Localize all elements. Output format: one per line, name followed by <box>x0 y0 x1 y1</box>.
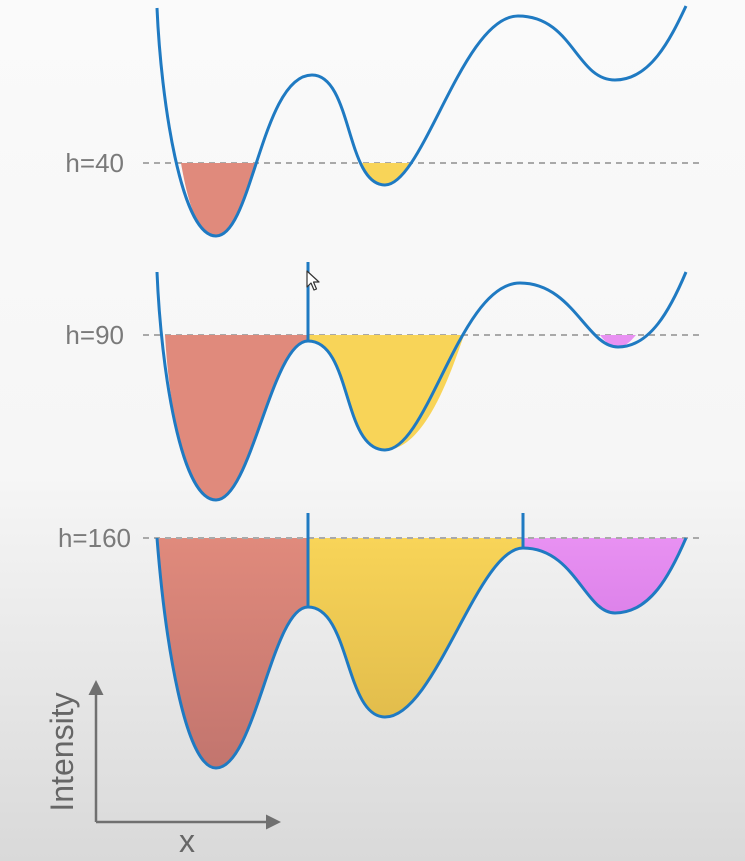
basin-middle-fill-h40 <box>362 163 412 185</box>
panel-h90: h=90 <box>65 262 702 502</box>
panel-h40: h=40 <box>65 5 702 238</box>
intensity-curve-h90 <box>155 271 688 502</box>
basin-left-fill-h90 <box>165 335 308 500</box>
level-label-h90: h=90 <box>65 320 124 350</box>
intensity-curve-h160 <box>155 537 688 770</box>
basin-middle-fill-h160 <box>308 538 523 717</box>
basin-right-fill-h160 <box>523 538 686 613</box>
panel-h160: h=160 <box>58 513 702 770</box>
intensity-curve-h40 <box>155 5 688 238</box>
x-axis-label: x <box>179 823 195 859</box>
level-label-h40: h=40 <box>65 148 124 178</box>
mouse-pointer-icon <box>306 270 320 291</box>
y-axis-label: Intensity <box>44 692 80 811</box>
basin-left-fill-h40 <box>181 163 255 236</box>
level-label-h160: h=160 <box>58 523 131 553</box>
basin-middle-fill-h90 <box>308 335 464 450</box>
axes: Intensity x <box>44 680 281 859</box>
basin-left-fill-h160 <box>157 538 308 768</box>
